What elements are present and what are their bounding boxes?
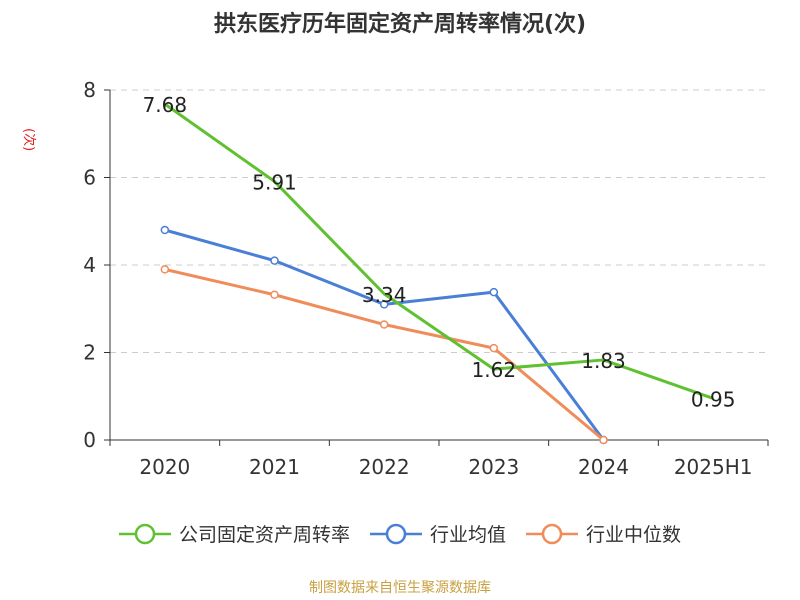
data-point	[379, 320, 389, 329]
legend-item[interactable]: 公司固定资产周转率	[118, 520, 350, 547]
series-line	[163, 102, 714, 400]
legend-swatch-icon	[369, 523, 422, 544]
data-point	[489, 343, 499, 353]
data-label: 1.62	[472, 358, 517, 382]
data-label: 7.68	[143, 93, 188, 117]
y-tick-label: 0	[83, 428, 96, 452]
x-tick-label: 2022	[359, 455, 410, 479]
data-label: 5.91	[252, 170, 297, 194]
data-label: 1.83	[581, 349, 626, 373]
legend-item[interactable]: 行业均值	[369, 520, 506, 547]
data-point	[270, 290, 279, 299]
data-point	[160, 265, 170, 274]
data-point	[599, 435, 608, 445]
data-point	[379, 300, 389, 309]
legend-label: 公司固定资产周转率	[178, 524, 350, 546]
x-tick-label: 2021	[249, 455, 300, 479]
legend-item[interactable]: 行业中位数	[526, 520, 681, 547]
legend-swatch-marker	[385, 523, 407, 544]
x-tick-label: 2024	[578, 455, 629, 479]
data-label: 0.95	[691, 387, 736, 411]
data-point	[160, 225, 170, 235]
legend-swatch-marker	[134, 523, 156, 544]
chart-title: 拱东医疗历年固定资产周转率情况(次)	[213, 12, 587, 37]
data-point	[489, 287, 499, 297]
legend-swatch-marker	[541, 523, 563, 544]
x-tick-label: 2025H1	[674, 455, 753, 479]
legend-swatch-icon	[526, 523, 578, 544]
source-note: 制图数据来自恒生聚源数据库	[309, 580, 491, 596]
data-point	[270, 256, 279, 265]
legend: 公司固定资产周转率 行业均值 行业中位数	[0, 520, 800, 547]
x-tick-label: 2020	[139, 455, 190, 479]
series-line	[164, 228, 605, 441]
y-tick-label: 8	[83, 78, 96, 102]
x-tick-label: 2023	[468, 455, 519, 479]
y-tick-label: 2	[83, 341, 96, 365]
legend-label: 行业均值	[429, 524, 506, 546]
data-label: 3.34	[362, 283, 407, 307]
y-tick-label: 4	[83, 253, 96, 277]
legend-swatch-icon	[118, 523, 171, 544]
legend-label: 行业中位数	[586, 524, 682, 546]
y-tick-label: 6	[83, 166, 96, 190]
